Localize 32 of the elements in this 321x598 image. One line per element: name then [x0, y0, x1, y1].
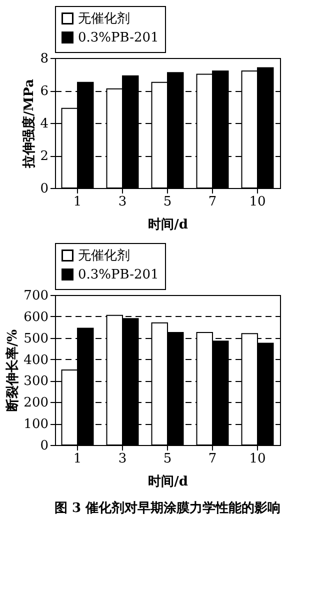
x-tick-label: 5: [163, 452, 172, 466]
x-tick-label: 1: [73, 452, 82, 466]
y-axis-title: 拉伸强度/MPa: [21, 78, 38, 169]
x-tick-label: 3: [118, 194, 127, 210]
y-tick-label: 600: [24, 310, 48, 325]
x-tick-label: 5: [163, 194, 172, 210]
x-tick-label: 10: [249, 194, 266, 210]
legend-label: 0.3%PB-201: [78, 30, 159, 46]
x-tick-label: 10: [249, 452, 266, 466]
x-axis-title: 时间/d: [148, 218, 188, 232]
legend-label: 无催化剂: [78, 248, 130, 264]
y-tick-label: 8: [40, 52, 48, 66]
caption: 图 3 催化剂对早期涂膜力学性能的影响: [54, 500, 281, 516]
y-tick-label: 400: [24, 352, 48, 368]
legend-label: 0.3%PB-201: [78, 268, 159, 282]
y-tick-label: 100: [24, 417, 48, 432]
x-axis-title: 时间/d: [148, 474, 188, 490]
y-tick-label: 2: [40, 149, 48, 164]
y-tick-label: 4: [40, 116, 48, 132]
y-tick-label: 700: [24, 288, 48, 304]
legend-label: 无催化剂: [78, 10, 130, 26]
y-axis-title: 断裂伸长率/%: [4, 328, 21, 412]
x-tick-label: 1: [73, 194, 82, 210]
y-tick-label: 300: [24, 374, 48, 390]
y-tick-label: 0: [40, 438, 48, 454]
x-tick-label: 3: [118, 452, 127, 466]
y-tick-label: 0: [40, 182, 48, 196]
x-tick-label: 7: [208, 194, 217, 210]
y-tick-label: 200: [24, 396, 48, 411]
y-tick-label: 500: [24, 331, 48, 346]
y-tick-label: 6: [40, 84, 48, 99]
x-tick-label: 7: [208, 452, 217, 466]
